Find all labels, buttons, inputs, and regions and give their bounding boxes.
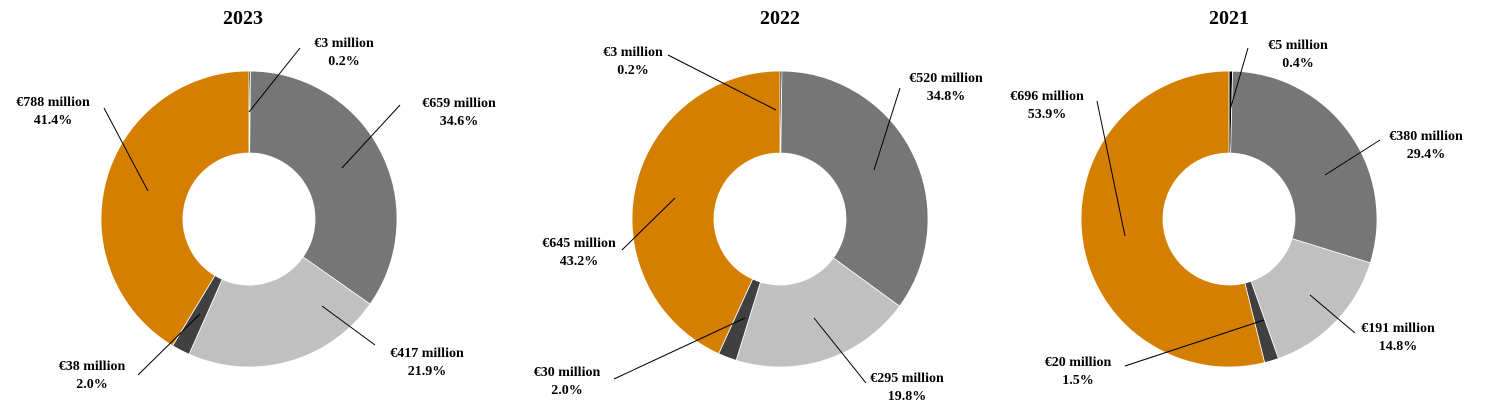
donut-slice-2021-1 — [1230, 70, 1378, 264]
leader-2021-s4 — [1096, 100, 1126, 237]
label-2023-s4-pct: 41.4% — [34, 113, 73, 128]
label-2021-s2-pct: 14.8% — [1379, 339, 1418, 354]
leader-2022-s1 — [873, 87, 901, 171]
chart-title-2023: 2023 — [223, 7, 263, 29]
slices-2021 — [1080, 70, 1378, 368]
leader-2023-s0 — [248, 47, 301, 113]
label-2023-s0-value: €3 million — [314, 36, 374, 51]
labels-2022: €3 million 0.2% €520 million 34.8% €295 … — [534, 45, 983, 404]
label-2021-s0-pct: 0.4% — [1282, 56, 1314, 71]
donut-slice-2023-4 — [100, 70, 250, 347]
label-2021-s1-value: €380 million — [1389, 129, 1463, 144]
leader-lines-2022 — [613, 54, 901, 384]
leader-lines-2021 — [1096, 47, 1381, 367]
label-2023-s3-pct: 2.0% — [76, 377, 108, 392]
donut-chart-2023: 2023 €3 million 0.2% €659 million 34.6% … — [16, 7, 496, 392]
leader-2021-s0 — [1229, 47, 1249, 111]
leader-2022-s4 — [621, 197, 676, 251]
leader-2022-s0 — [667, 54, 777, 111]
label-2021-s3-pct: 1.5% — [1062, 373, 1094, 388]
label-2021-s4-value: €696 million — [1010, 89, 1084, 104]
leader-lines-2023 — [103, 47, 401, 376]
label-2022-s4-pct: 43.2% — [560, 254, 599, 269]
label-2022-s0-value: €3 million — [603, 45, 663, 60]
donut-slice-2021-4 — [1080, 70, 1266, 368]
donut-slice-2023-1 — [249, 70, 398, 305]
label-2021-s2-value: €191 million — [1361, 321, 1435, 336]
label-2023-s2-value: €417 million — [390, 346, 464, 361]
leader-2023-s2 — [321, 305, 376, 346]
label-2021-s0-value: €5 million — [1268, 38, 1328, 53]
donut-slice-2022-1 — [780, 70, 929, 307]
label-2022-s2-value: €295 million — [870, 371, 944, 386]
labels-2021: €5 million 0.4% €380 million 29.4% €191 … — [1010, 38, 1463, 388]
label-2022-s2-pct: 19.8% — [888, 389, 927, 404]
label-2021-s4-pct: 53.9% — [1028, 107, 1067, 122]
donut-slice-2023-2 — [188, 256, 371, 368]
leader-2023-s3 — [137, 313, 201, 376]
leader-2022-s3 — [613, 317, 746, 380]
chart-title-2022: 2022 — [760, 7, 800, 29]
label-2022-s1-pct: 34.8% — [927, 89, 966, 104]
donut-chart-2022: 2022 €3 million 0.2% €520 million 34.8% … — [534, 7, 983, 404]
label-2023-s2-pct: 21.9% — [408, 364, 447, 379]
label-2023-s0-pct: 0.2% — [328, 54, 360, 69]
label-2022-s4-value: €645 million — [542, 236, 616, 251]
leader-2023-s4 — [103, 107, 149, 192]
label-2023-s3-value: €38 million — [59, 359, 126, 374]
leader-2021-s1 — [1324, 139, 1381, 176]
leader-2021-s3 — [1124, 319, 1265, 367]
label-2022-s0-pct: 0.2% — [617, 63, 649, 78]
label-2022-s1-value: €520 million — [909, 71, 983, 86]
leader-2022-s2 — [813, 317, 867, 384]
leader-2021-s2 — [1309, 294, 1356, 334]
donut-slice-2022-4 — [631, 70, 781, 355]
label-2023-s1-value: €659 million — [422, 96, 496, 111]
chart-title-2021: 2021 — [1209, 7, 1249, 29]
label-2022-s3-pct: 2.0% — [551, 383, 583, 398]
label-2023-s1-pct: 34.6% — [440, 114, 479, 129]
label-2021-s3-value: €20 million — [1045, 355, 1112, 370]
label-2023-s4-value: €788 million — [16, 95, 90, 110]
slices-2023 — [100, 70, 398, 368]
labels-2023: €3 million 0.2% €659 million 34.6% €417 … — [16, 36, 496, 392]
slices-2022 — [631, 70, 929, 368]
donut-chart-2021: 2021 €5 million 0.4% €380 million 29.4% … — [1010, 7, 1463, 388]
label-2022-s3-value: €30 million — [534, 365, 601, 380]
donut-slice-2022-2 — [735, 257, 901, 368]
leader-2023-s1 — [341, 104, 401, 169]
label-2021-s1-pct: 29.4% — [1407, 147, 1446, 162]
